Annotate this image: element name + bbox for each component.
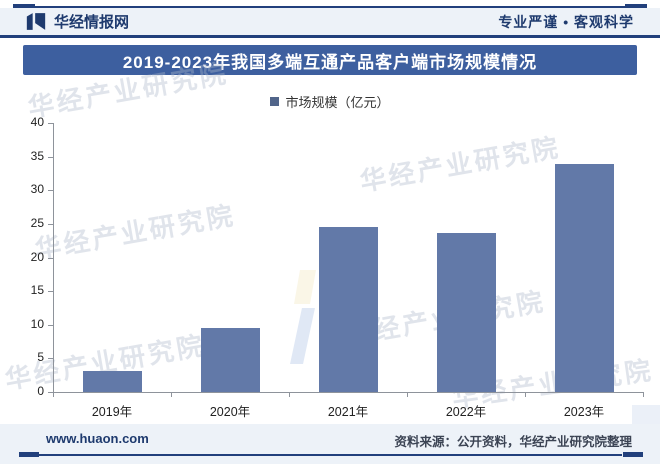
x-axis-tick: [289, 393, 290, 397]
y-axis-tick: [48, 324, 53, 326]
x-axis-label: 2020年: [209, 405, 251, 419]
footer-source-note: 资料来源：公开资料，华经产业研究院整理: [394, 435, 632, 449]
bottom-border-line: [38, 454, 622, 456]
x-axis-tick: [171, 393, 172, 397]
brand-name: 华经情报网: [54, 14, 130, 31]
footer-site-link[interactable]: www.huaon.com: [46, 431, 149, 446]
bottom-border-cap-right: [623, 452, 643, 457]
header-slogan: 专业严谨 • 客观科学: [498, 13, 634, 30]
y-axis-tick: [48, 392, 53, 393]
watermark-logo-shape: [290, 308, 315, 364]
x-axis-tick: [407, 393, 408, 397]
bar-2022年: [436, 232, 496, 392]
top-border-line: [34, 6, 626, 8]
x-axis-label: 2019年: [91, 405, 133, 419]
y-axis-tick-label: 25: [30, 215, 44, 230]
y-axis-tick-label: 40: [30, 115, 44, 129]
x-axis-tick: [643, 393, 644, 397]
y-axis-line: [53, 123, 54, 392]
top-border-cap-left: [13, 4, 35, 9]
watermark-text: 华经产业研究院: [32, 199, 238, 265]
header: 华经情报网 专业严谨 • 客观科学: [0, 8, 660, 38]
brand[interactable]: 华经情报网: [26, 11, 129, 32]
chart-title-banner: 2019-2023年我国多端互通产品客户端市场规模情况: [23, 45, 637, 75]
x-axis-tick: [53, 393, 54, 397]
watermark-text: 华经产业研究院: [357, 131, 563, 197]
y-axis-tick-label: 15: [30, 283, 44, 298]
bar-2021年: [318, 227, 378, 392]
chart-title: 2019-2023年我国多端互通产品客户端市场规模情况: [122, 52, 538, 72]
bar-2019年: [82, 371, 142, 392]
legend-label: 市场规模（亿元）: [285, 95, 390, 110]
y-axis-tick: [48, 190, 53, 192]
y-axis-tick: [48, 358, 53, 360]
y-axis-tick-label: 0: [37, 384, 44, 398]
y-axis-tick-label: 20: [30, 249, 44, 264]
x-axis-label: 2022年: [445, 405, 487, 419]
x-axis-label: 2023年: [563, 405, 605, 419]
y-axis-tick-label: 35: [30, 148, 44, 163]
brand-logo-icon: [26, 13, 46, 30]
bar-2023年: [554, 164, 614, 392]
y-axis-tick: [48, 223, 53, 225]
y-axis-tick: [48, 156, 53, 158]
y-axis-tick: [48, 257, 53, 259]
footer: [0, 424, 660, 464]
y-axis-tick: [48, 291, 53, 293]
bottom-border-cap-left: [19, 452, 39, 457]
y-axis-tick-label: 30: [30, 182, 44, 197]
watermark-logo-shape: [294, 270, 316, 304]
bar-chart: 华经产业研究院华经产业研究院华经产业研究院华经产业研究院华经产业研究院华经产业研…: [0, 58, 660, 464]
x-axis-label: 2021年: [327, 405, 369, 419]
x-axis-line: [53, 392, 644, 393]
x-axis-tick: [525, 393, 526, 397]
y-axis-tick: [48, 123, 53, 124]
y-axis-tick-label: 5: [37, 350, 44, 365]
bar-2020年: [200, 328, 260, 392]
legend: 市场规模（亿元）: [0, 92, 660, 111]
legend-swatch: [270, 97, 280, 106]
top-border-cap-right: [625, 4, 647, 9]
y-axis-tick-label: 10: [30, 316, 44, 331]
